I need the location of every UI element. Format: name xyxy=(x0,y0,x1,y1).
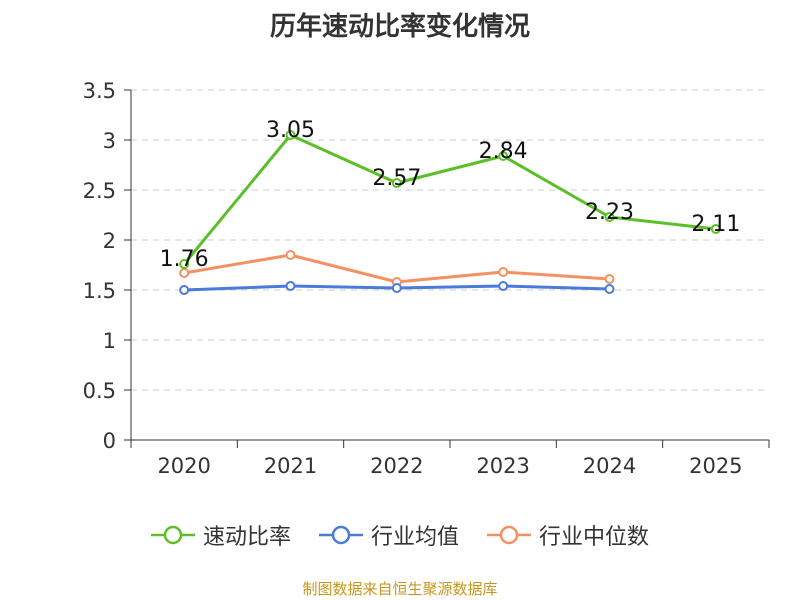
y-tick-label: 0.5 xyxy=(83,379,116,403)
legend-item-quick-ratio[interactable]: 速动比率 xyxy=(150,519,291,551)
legend-label: 行业中位数 xyxy=(539,525,650,550)
data-point xyxy=(498,281,509,291)
data-point xyxy=(710,224,721,234)
data-point xyxy=(285,250,296,260)
data-point xyxy=(391,178,402,188)
data-label: 3.05 xyxy=(266,118,315,143)
chart-title: 历年速动比率变化情况 xyxy=(269,12,530,42)
y-tick-label: 2.5 xyxy=(83,179,116,203)
series-line xyxy=(183,133,717,265)
data-point xyxy=(604,284,615,294)
data-point xyxy=(285,130,296,140)
y-tick-label: 0 xyxy=(103,429,116,453)
y-tick-label: 1.5 xyxy=(83,279,116,303)
data-point xyxy=(498,267,509,277)
series-layer xyxy=(179,130,721,295)
x-tick-label: 2022 xyxy=(370,454,423,478)
x-tick-label: 2025 xyxy=(689,454,742,478)
data-point xyxy=(604,212,615,222)
data-point xyxy=(179,259,190,269)
legend-label: 速动比率 xyxy=(202,525,291,550)
x-tick-label: 2024 xyxy=(583,454,636,478)
data-point xyxy=(391,283,402,293)
data-label-layer: 1.76 3.05 2.57 2.84 2.23 2.11 xyxy=(160,118,741,272)
data-label: 1.76 xyxy=(160,247,209,272)
data-label: 2.23 xyxy=(585,200,634,225)
legend-marker-quick-ratio xyxy=(150,525,195,545)
source-note: 制图数据来自恒生聚源数据库 xyxy=(302,580,498,598)
data-label: 2.11 xyxy=(691,212,740,237)
legend: 速动比率 行业均值 行业中位数 xyxy=(0,519,800,551)
y-tick-label: 2 xyxy=(103,229,116,253)
legend-item-industry-median[interactable]: 行业中位数 xyxy=(487,519,649,551)
axis-layer: 0 0.5 1 1.5 2 2.5 3 3.5 2020 2021 2022 2023 2024 2025 xyxy=(83,79,770,478)
data-label: 2.84 xyxy=(479,139,528,164)
data-point xyxy=(604,274,615,284)
y-tick-label: 1 xyxy=(103,329,116,353)
legend-marker-industry-mean xyxy=(318,525,363,545)
legend-item-industry-mean[interactable]: 行业均值 xyxy=(318,519,459,551)
legend-marker-industry-median xyxy=(487,525,531,545)
data-point xyxy=(179,285,190,295)
x-tick-label: 2020 xyxy=(157,454,210,478)
data-point xyxy=(498,151,509,161)
x-tick-label: 2023 xyxy=(476,454,529,478)
legend-label: 行业均值 xyxy=(370,525,459,550)
y-tick-label: 3.5 xyxy=(83,79,116,103)
data-point xyxy=(285,281,296,291)
grid-layer xyxy=(131,89,769,391)
y-tick-label: 3 xyxy=(103,129,116,153)
data-label: 2.57 xyxy=(372,166,421,191)
x-tick-label: 2021 xyxy=(264,454,317,478)
